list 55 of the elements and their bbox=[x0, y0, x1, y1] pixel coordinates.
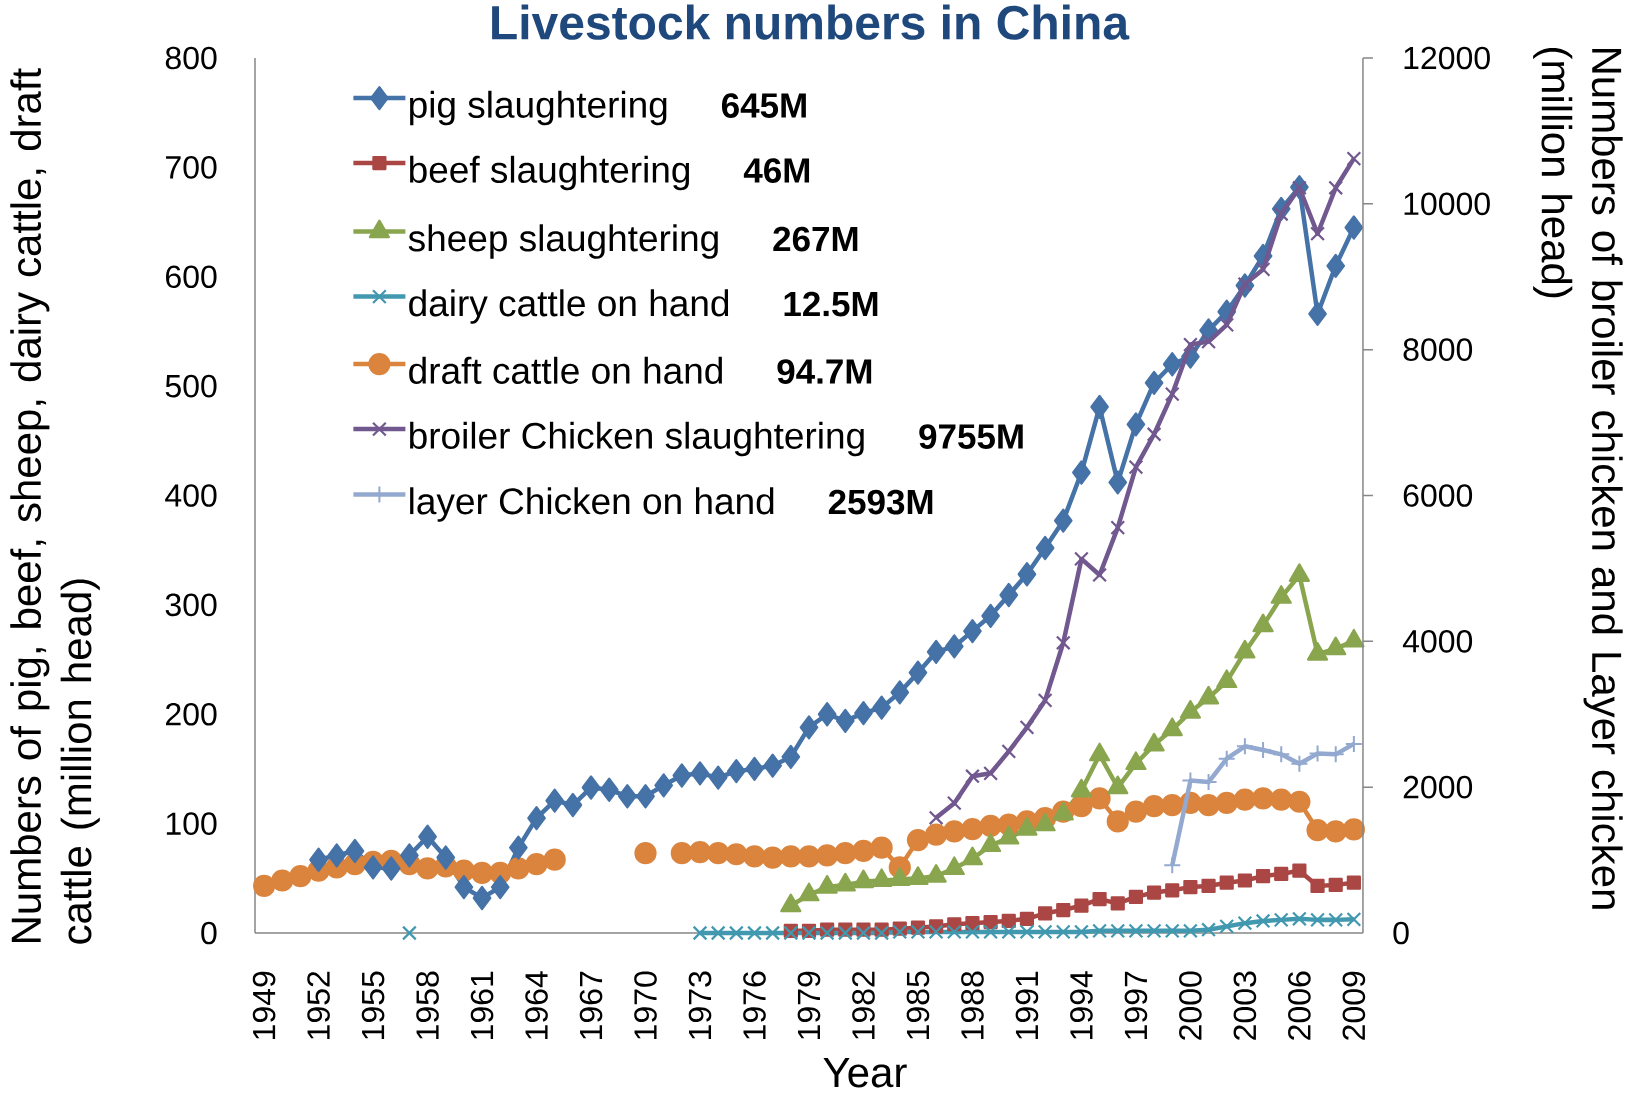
x-tick-label: 1958 bbox=[416, 971, 439, 1039]
y-tick-label: 200 bbox=[166, 702, 217, 726]
y2-axis-title: Numbers of broiler chicken and Layer chicken (million head) bbox=[1533, 48, 1623, 909]
y2-tick-label: 6000 bbox=[1403, 484, 1473, 507]
y2-tick-label: 0 bbox=[1393, 921, 1409, 945]
y2-tick-label: 10000 bbox=[1404, 192, 1490, 216]
x-tick-label: 1997 bbox=[1124, 971, 1148, 1039]
annotation: 645M bbox=[721, 93, 806, 118]
legend-label: beef slaughtering bbox=[410, 155, 690, 191]
x-tick-label: 1961 bbox=[470, 971, 494, 1039]
y2-tick-label: 12000 bbox=[1404, 46, 1490, 70]
x-tick-label: 1979 bbox=[797, 971, 821, 1039]
y-tick-label: 300 bbox=[165, 593, 217, 617]
x-tick-label: 2000 bbox=[1179, 971, 1202, 1040]
y-tick-label: 800 bbox=[165, 46, 217, 70]
x-tick-label: 2006 bbox=[1288, 971, 1311, 1040]
x-tick-label: 1949 bbox=[252, 971, 276, 1039]
x-tick-label: 1964 bbox=[525, 971, 548, 1039]
y-tick-label: 600 bbox=[166, 265, 217, 289]
x-tick-label: 1994 bbox=[1070, 971, 1093, 1039]
x-tick-label: 1988 bbox=[961, 971, 984, 1039]
y2-tick-label: 2000 bbox=[1403, 775, 1473, 799]
x-tick-label: 2003 bbox=[1233, 971, 1257, 1040]
legend-label: broiler Chicken slaughtering bbox=[410, 421, 864, 457]
x-tick-label: 1967 bbox=[579, 971, 603, 1039]
x-tick-label: 1991 bbox=[1015, 971, 1039, 1039]
legend-label: sheep slaughtering bbox=[408, 224, 718, 259]
y-tick-label: 0 bbox=[201, 921, 217, 945]
x-tick-label: 1955 bbox=[361, 971, 385, 1039]
annotation: 12.5M bbox=[784, 291, 878, 317]
x-tick-label: 1970 bbox=[634, 971, 657, 1039]
x-tick-label: 2009 bbox=[1342, 971, 1366, 1040]
annotation: 9755M bbox=[919, 424, 1023, 449]
x-axis-title: Year bbox=[823, 1058, 907, 1088]
y-tick-label: 500 bbox=[165, 374, 217, 398]
y-tick-label: 400 bbox=[165, 484, 217, 507]
x-tick-label: 1976 bbox=[743, 971, 766, 1039]
y-tick-label: 100 bbox=[166, 812, 217, 835]
legend-label: dairy cattle on hand bbox=[409, 289, 729, 324]
y2-tick-label: 8000 bbox=[1403, 338, 1473, 361]
chart-title: Livestock numbers in China bbox=[492, 4, 1130, 40]
legend-label: draft cattle on hand bbox=[409, 356, 722, 384]
y2-tick-label: 4000 bbox=[1402, 630, 1473, 653]
annotation: 2593M bbox=[828, 489, 933, 515]
x-tick-label: 1982 bbox=[852, 971, 875, 1039]
x-tick-label: 1985 bbox=[906, 971, 930, 1039]
x-tick-label: 1952 bbox=[307, 971, 330, 1039]
annotation: 46M bbox=[743, 158, 810, 183]
y-axis-title: Numbers of pig, beef, sheep, dairy cattle, draft cattle (million head) bbox=[10, 68, 100, 944]
legend-label: pig slaughtering bbox=[410, 90, 667, 126]
annotation: 94.7M bbox=[777, 359, 872, 384]
legend-label: layer Chicken on hand bbox=[410, 487, 774, 522]
x-tick-label: 1973 bbox=[688, 971, 712, 1039]
y-tick-label: 700 bbox=[166, 156, 217, 179]
annotation: 267M bbox=[773, 226, 858, 252]
